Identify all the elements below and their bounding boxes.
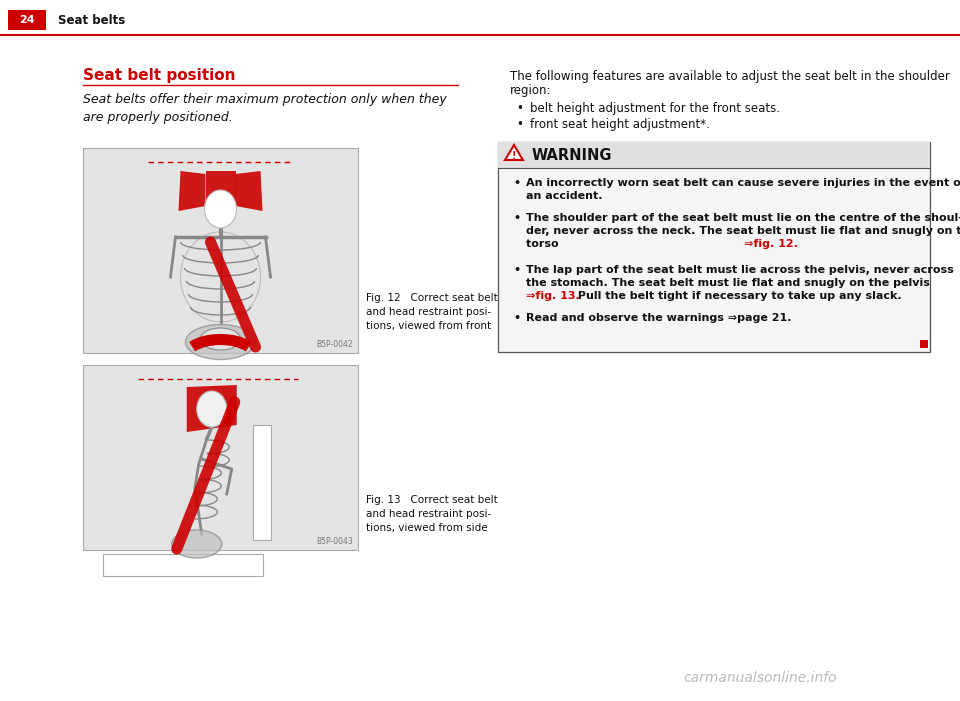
Text: carmanualsonline.info: carmanualsonline.info (684, 671, 837, 685)
Text: Fig. 12   Correct seat belt
and head restraint posi-
tions, viewed from front: Fig. 12 Correct seat belt and head restr… (366, 293, 497, 331)
Text: 24: 24 (19, 15, 35, 25)
Text: An incorrectly worn seat belt can cause severe injuries in the event of
an accid: An incorrectly worn seat belt can cause … (526, 178, 960, 200)
Bar (498, 142, 930, 352)
Bar (920, 340, 928, 348)
Text: •: • (516, 102, 523, 115)
Ellipse shape (204, 190, 236, 228)
Polygon shape (235, 171, 262, 211)
Ellipse shape (185, 325, 255, 360)
Text: Seat belt position: Seat belt position (83, 68, 235, 83)
Ellipse shape (201, 328, 241, 350)
Bar (205, 171, 235, 211)
Text: Seat belts offer their maximum protection only when they
are properly positioned: Seat belts offer their maximum protectio… (83, 93, 446, 125)
Text: •: • (513, 178, 520, 188)
Polygon shape (187, 385, 237, 432)
Bar (83, 365, 358, 550)
Text: Fig. 13   Correct seat belt
and head restraint posi-
tions, viewed from side: Fig. 13 Correct seat belt and head restr… (366, 495, 497, 533)
Text: belt height adjustment for the front seats.: belt height adjustment for the front sea… (530, 102, 780, 115)
Bar (498, 142, 930, 168)
Bar (103, 554, 263, 576)
Text: The following features are available to adjust the seat belt in the shoulder: The following features are available to … (510, 70, 949, 83)
Text: front seat height adjustment*.: front seat height adjustment*. (530, 118, 709, 131)
Text: B5P-0042: B5P-0042 (317, 340, 353, 349)
Text: B5P-0043: B5P-0043 (316, 537, 353, 546)
Text: ⇒fig. 13.: ⇒fig. 13. (526, 291, 580, 301)
Polygon shape (505, 145, 523, 160)
Bar (253, 425, 271, 540)
Text: •: • (516, 118, 523, 131)
Polygon shape (179, 171, 205, 211)
Text: •: • (513, 213, 520, 223)
Text: Read and observe the warnings ⇒page 21.: Read and observe the warnings ⇒page 21. (526, 313, 791, 323)
Text: •: • (513, 265, 520, 275)
Ellipse shape (197, 391, 227, 427)
Text: WARNING: WARNING (532, 147, 612, 163)
Text: Pull the belt tight if necessary to take up any slack.: Pull the belt tight if necessary to take… (574, 291, 901, 301)
Bar (83, 148, 358, 353)
Text: region:: region: (510, 84, 551, 97)
Bar (8, 10, 46, 30)
Text: •: • (513, 313, 520, 323)
Text: !: ! (512, 151, 516, 161)
Text: The shoulder part of the seat belt must lie on the centre of the shoul-
der, nev: The shoulder part of the seat belt must … (526, 213, 960, 249)
Ellipse shape (172, 530, 222, 558)
Text: The lap part of the seat belt must lie across the pelvis, never across
the stoma: The lap part of the seat belt must lie a… (526, 265, 953, 301)
Text: ⇒fig. 12.: ⇒fig. 12. (744, 239, 798, 249)
Text: Seat belts: Seat belts (58, 13, 125, 27)
